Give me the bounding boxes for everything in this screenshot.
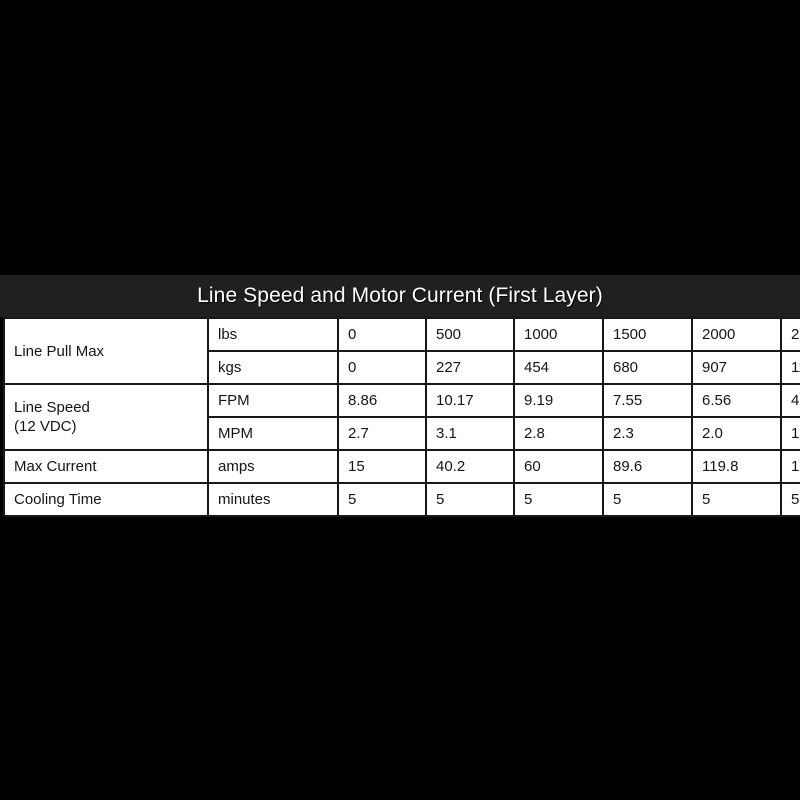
cell-fpm-3: 7.55 xyxy=(604,385,691,416)
table-row: Line Pull Max lbs 0 500 1000 1500 2000 2… xyxy=(5,319,800,383)
cell-minutes-3: 5 xyxy=(604,484,691,515)
row-label-line-speed: Line Speed (12 VDC) xyxy=(5,385,207,449)
table-title-band: Line Speed and Motor Current (First Laye… xyxy=(0,275,800,317)
row-unit-minutes: minutes xyxy=(209,484,337,515)
cell-minutes-5: 5 xyxy=(782,484,800,515)
row-unit-amps: amps xyxy=(209,451,337,482)
cell-mpm-0: 2.7 xyxy=(339,418,425,449)
cell-amps-2: 60 xyxy=(515,451,602,482)
cell-mpm-3: 2.3 xyxy=(604,418,691,449)
cell-lbs-4: 2000 xyxy=(693,319,780,350)
table-row: Cooling Time minutes 5 5 5 5 5 5 xyxy=(5,484,800,515)
cell-fpm-4: 6.56 xyxy=(693,385,780,416)
cell-amps-0: 15 xyxy=(339,451,425,482)
cell-kgs-4: 907 xyxy=(693,352,780,383)
cell-lbs-5: 2500 xyxy=(782,319,800,350)
cell-lbs-0: 0 xyxy=(339,319,425,350)
spec-table-body: Line Pull Max lbs 0 500 1000 1500 2000 2… xyxy=(5,319,800,515)
cell-minutes-2: 5 xyxy=(515,484,602,515)
page-title: Line Speed and Motor Current (First Laye… xyxy=(197,284,603,307)
table-row: kgs 0 227 454 680 907 1134 xyxy=(5,352,800,383)
cell-lbs-3: 1500 xyxy=(604,319,691,350)
cell-amps-4: 119.8 xyxy=(693,451,780,482)
row-label-line-speed-text: Line Speed xyxy=(14,399,90,416)
cell-kgs-0: 0 xyxy=(339,352,425,383)
row-label-line-pull-max: Line Pull Max xyxy=(5,319,207,383)
cell-fpm-5: 4.92 xyxy=(782,385,800,416)
cell-kgs-1: 227 xyxy=(427,352,513,383)
cell-lbs-2: 1000 xyxy=(515,319,602,350)
cell-amps-5: 150.4 xyxy=(782,451,800,482)
cell-mpm-1: 3.1 xyxy=(427,418,513,449)
cell-fpm-0: 8.86 xyxy=(339,385,425,416)
cell-amps-1: 40.2 xyxy=(427,451,513,482)
cell-amps-3: 89.6 xyxy=(604,451,691,482)
table-row: Line Speed (12 VDC) FPM 8.86 10.17 9.19 7… xyxy=(5,385,800,449)
row-label-line-speed-voltage: (12 VDC) xyxy=(14,418,77,435)
cell-mpm-2: 2.8 xyxy=(515,418,602,449)
cell-minutes-1: 5 xyxy=(427,484,513,515)
cell-minutes-0: 5 xyxy=(339,484,425,515)
cell-kgs-5: 1134 xyxy=(782,352,800,383)
spec-table: Line Pull Max lbs 0 500 1000 1500 2000 2… xyxy=(3,317,800,517)
table-row: MPM 2.7 3.1 2.8 2.3 2.0 1.5 xyxy=(5,418,800,449)
cell-fpm-2: 9.19 xyxy=(515,385,602,416)
cell-minutes-4: 5 xyxy=(693,484,780,515)
row-unit-lbs: lbs xyxy=(209,319,337,350)
cell-fpm-1: 10.17 xyxy=(427,385,513,416)
spec-table-container: Line Pull Max lbs 0 500 1000 1500 2000 2… xyxy=(3,317,800,517)
row-label-max-current: Max Current xyxy=(5,451,207,482)
cell-mpm-4: 2.0 xyxy=(693,418,780,449)
row-unit-fpm: FPM xyxy=(209,385,337,416)
row-label-cooling-time: Cooling Time xyxy=(5,484,207,515)
cell-kgs-2: 454 xyxy=(515,352,602,383)
row-unit-mpm: MPM xyxy=(209,418,337,449)
row-unit-kgs: kgs xyxy=(209,352,337,383)
table-row: Max Current amps 15 40.2 60 89.6 119.8 1… xyxy=(5,451,800,482)
cell-mpm-5: 1.5 xyxy=(782,418,800,449)
cell-lbs-1: 500 xyxy=(427,319,513,350)
cell-kgs-3: 680 xyxy=(604,352,691,383)
